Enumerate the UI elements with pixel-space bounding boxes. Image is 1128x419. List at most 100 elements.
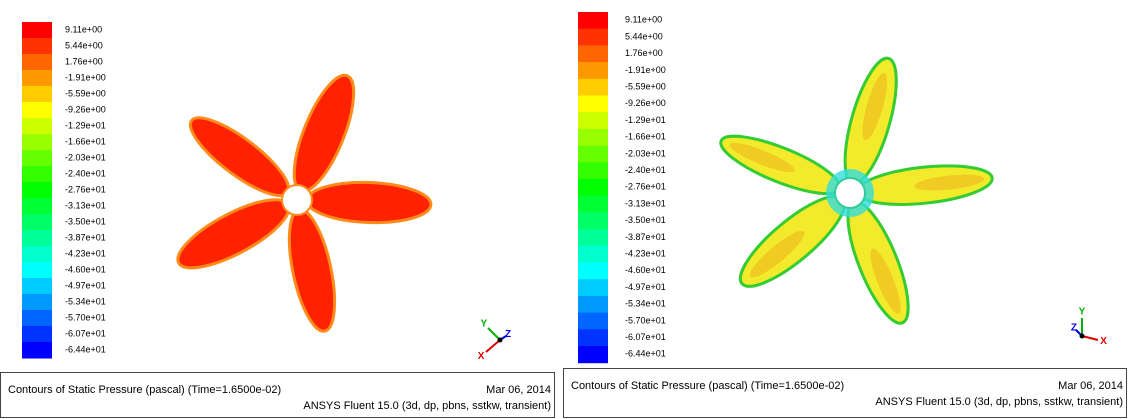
date: Mar 06, 2014 [486,384,551,396]
legend-label: -6.07e+01 [625,332,666,342]
legend-label: -2.76e+01 [65,184,106,194]
legend-swatch [578,212,608,229]
legend-swatch [578,296,608,313]
legend-label: 5.44e+00 [625,31,663,41]
legend-label: -1.66e+01 [65,136,106,146]
caption: Contours of Static Pressure (pascal) (Ti… [571,380,844,392]
legend-swatch [578,229,608,246]
legend-label: -5.70e+01 [625,315,666,325]
legend-label: -5.70e+01 [65,312,106,322]
legend-swatch [22,86,52,103]
legend-swatch [22,70,52,87]
axis-label: Z [1071,323,1077,334]
legend-swatch [578,196,608,213]
legend-label: -2.76e+01 [625,182,666,192]
caption-box [564,369,1127,418]
legend-swatch [22,118,52,135]
legend-label: -5.34e+01 [65,296,106,306]
legend-label: -4.23e+01 [65,248,106,258]
legend-swatch [22,294,52,311]
legend-label: -5.59e+00 [625,82,666,92]
legend-label: 9.11e+00 [65,24,102,34]
legend-swatch [22,230,52,247]
legend-label: -9.26e+00 [625,98,666,108]
legend-swatch [22,278,52,295]
legend-label: -2.03e+01 [65,152,106,162]
legend-label: 1.76e+00 [65,56,103,66]
legend-swatch [22,150,52,167]
legend-label: -1.91e+00 [65,72,106,82]
legend-label: -1.91e+00 [625,65,666,75]
legend-swatch [578,29,608,46]
legend-swatch [22,54,52,71]
legend-swatch [578,162,608,179]
legend-label: -3.13e+01 [65,200,106,210]
legend-swatch [22,22,52,39]
legend-label: -5.59e+00 [65,88,106,98]
legend-swatch [22,214,52,231]
legend-label: -3.87e+01 [65,232,106,242]
background [0,0,1128,419]
legend-swatch [578,313,608,330]
legend-label: -4.60e+01 [625,265,666,275]
legend-label: 5.44e+00 [65,40,103,50]
legend-label: -4.60e+01 [65,264,106,274]
legend-swatch [578,129,608,146]
legend-label: -3.50e+01 [65,216,106,226]
legend-swatch [578,62,608,79]
axis-origin [1080,334,1085,339]
legend-label: -4.97e+01 [625,282,666,292]
legend-swatch [22,166,52,183]
legend-label: 1.76e+00 [625,48,663,58]
legend-swatch [578,179,608,196]
axis-label: Z [505,329,511,340]
legend-swatch [578,346,608,363]
legend-label: -4.23e+01 [625,249,666,259]
legend-swatch [578,146,608,163]
screenshot: 9.11e+00 5.44e+00 1.76e+00 -1.91e+00 -5.59e+… [0,0,1128,419]
legend-label: -6.07e+01 [65,328,106,338]
legend-label: -1.29e+01 [65,120,106,130]
legend-label: 9.11e+00 [625,15,662,25]
axis-origin [498,338,503,343]
legend-swatch [22,38,52,55]
software: ANSYS Fluent 15.0 (3d, dp, pbns, sstkw, … [875,396,1123,408]
legend-swatch [578,96,608,113]
legend-label: -3.87e+01 [625,232,666,242]
legend-swatch [22,102,52,119]
axis-label: Y [1079,306,1086,317]
legend-swatch [578,45,608,62]
legend-swatch [578,279,608,296]
legend-swatch [22,198,52,215]
legend-label: -2.40e+01 [625,165,666,175]
legend-label: -3.50e+01 [625,215,666,225]
legend-swatch [22,262,52,279]
legend-swatch [22,134,52,151]
legend-swatch [578,12,608,29]
legend-label: -3.13e+01 [625,198,666,208]
legend-swatch [578,79,608,96]
legend-label: -2.03e+01 [625,148,666,158]
axis-label: X [1100,336,1107,347]
legend-label: -6.44e+01 [65,344,106,354]
legend-label: -5.34e+01 [625,299,666,309]
legend-swatch [22,326,52,343]
legend-swatch [22,182,52,199]
legend-label: -1.29e+01 [625,115,666,125]
legend-label: -4.97e+01 [65,280,106,290]
legend-swatch [578,263,608,280]
legend-swatch [22,342,52,359]
legend-swatch [578,246,608,263]
axis-label: Y [480,318,487,329]
caption: Contours of Static Pressure (pascal) (Ti… [8,384,281,396]
legend-swatch [578,329,608,346]
legend-label: -1.66e+01 [625,132,666,142]
legend-swatch [578,112,608,129]
legend-label: -6.44e+01 [625,349,666,359]
legend-label: -9.26e+00 [65,104,106,114]
legend-swatch [22,310,52,327]
date: Mar 06, 2014 [1058,380,1123,392]
axis-label: X [478,351,485,362]
legend-label: -2.40e+01 [65,168,106,178]
software: ANSYS Fluent 15.0 (3d, dp, pbns, sstkw, … [303,400,551,412]
